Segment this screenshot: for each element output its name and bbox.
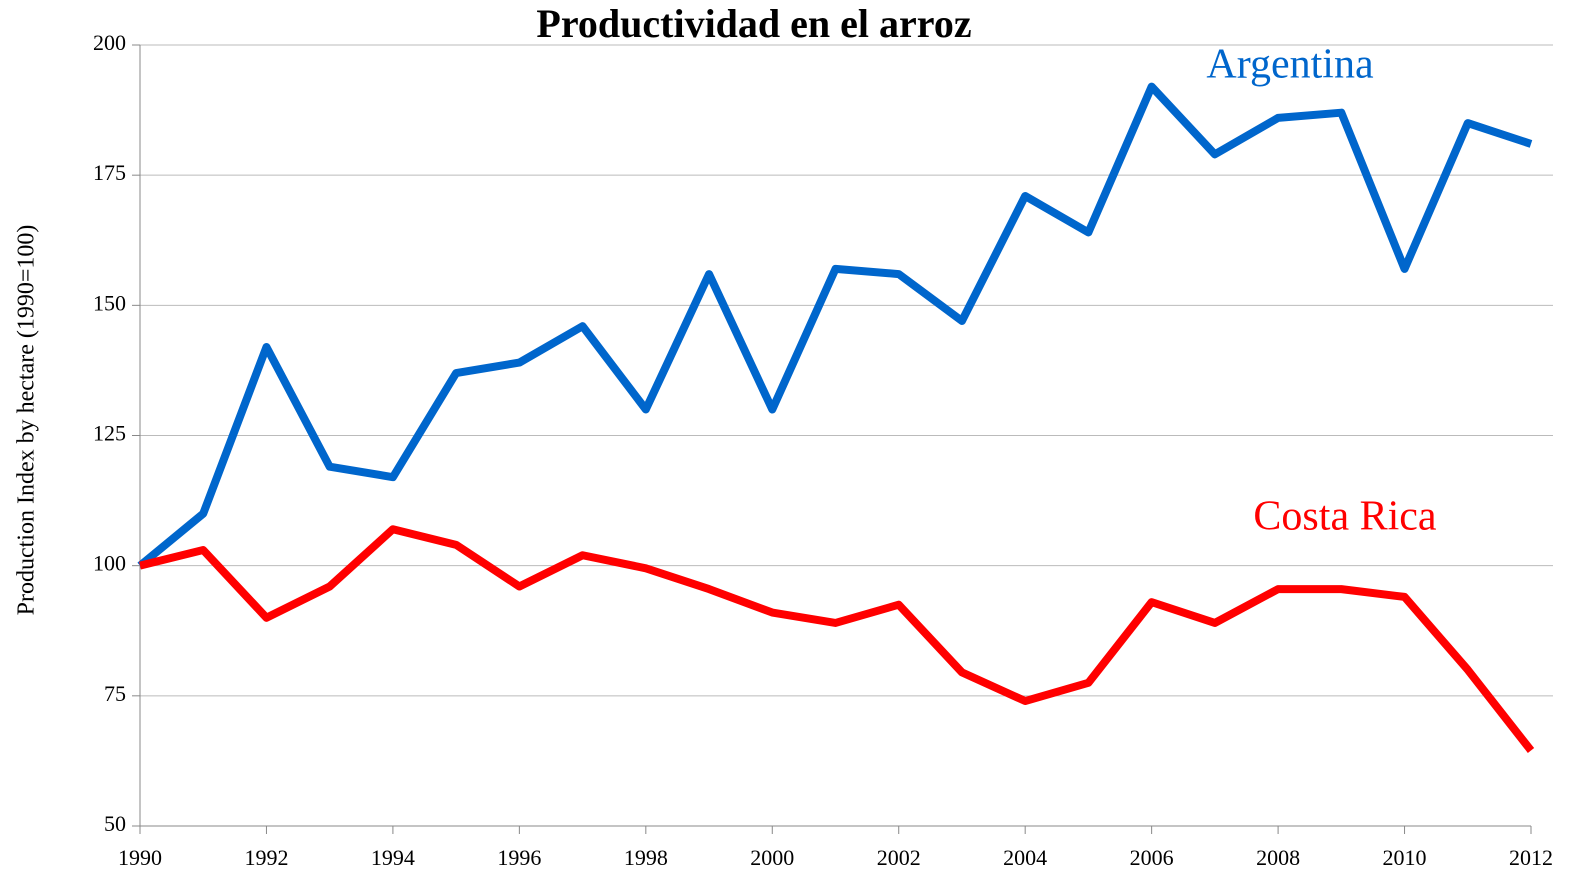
- series-label: Argentina: [1206, 42, 1374, 88]
- x-tick-label: 2010: [1383, 845, 1427, 870]
- x-tick-label: 2008: [1256, 845, 1300, 870]
- y-tick-label: 175: [93, 160, 126, 185]
- y-tick-label: 50: [104, 811, 126, 836]
- y-tick-label: 125: [93, 421, 126, 446]
- x-tick-label: 2012: [1509, 845, 1553, 870]
- x-tick-label: 1998: [624, 845, 668, 870]
- x-tick-label: 1994: [371, 845, 415, 870]
- x-tick-label: 2000: [750, 845, 794, 870]
- x-tick-label: 2004: [1003, 845, 1047, 870]
- x-tick-label: 1996: [497, 845, 541, 870]
- chart-title: Productividad en el arroz: [536, 1, 971, 46]
- y-tick-label: 75: [104, 681, 126, 706]
- x-tick-label: 2006: [1130, 845, 1174, 870]
- y-tick-label: 100: [93, 551, 126, 576]
- x-tick-label: 1990: [118, 845, 162, 870]
- series-label: Costa Rica: [1253, 494, 1436, 540]
- series-line: [137, 82, 1533, 569]
- series-line: [139, 525, 1535, 753]
- y-tick-label: 150: [93, 290, 126, 315]
- x-tick-label: 2002: [877, 845, 921, 870]
- y-axis-label: Production Index by hectare (1990=100): [14, 225, 40, 616]
- x-tick-label: 1992: [244, 845, 288, 870]
- y-tick-label: 200: [93, 30, 126, 55]
